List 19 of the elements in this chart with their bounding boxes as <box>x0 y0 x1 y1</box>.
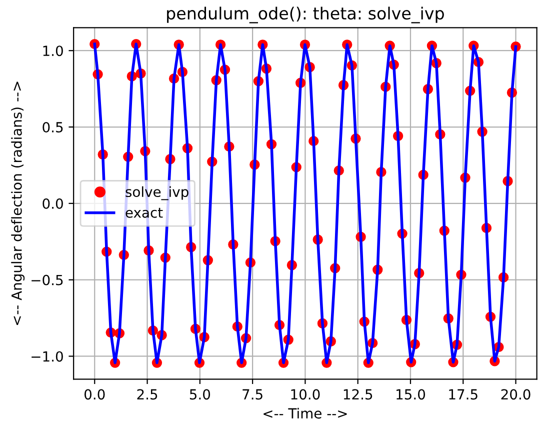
y-axis-title: <-- Angular deflection (radians) --> <box>11 82 25 326</box>
x-tick-label: 17.5 <box>449 389 478 400</box>
legend-label: exact <box>126 208 163 218</box>
x-tick-label: 15.0 <box>396 389 426 400</box>
x-tick-label: 10.0 <box>291 389 320 400</box>
y-tick-label: 0.0 <box>42 198 63 209</box>
x-axis-title: <-- Time --> <box>264 408 347 419</box>
x-tick-label: 20.0 <box>501 389 530 400</box>
y-tick-label: −1.0 <box>32 351 63 362</box>
x-tick-label: 12.5 <box>344 389 372 400</box>
y-tick-label: −0.5 <box>32 274 63 286</box>
x-tick-label: 0.0 <box>84 389 105 400</box>
x-tick-label: 5.0 <box>190 389 210 400</box>
chart-title: pendulum_ode(): theta: solve_ivp <box>167 6 444 24</box>
legend-label: solve_ivp <box>126 186 188 200</box>
y-tick-label: 1.0 <box>43 46 63 56</box>
y-tick-label: 0.5 <box>42 122 63 132</box>
x-tick-label: 2.5 <box>137 389 158 400</box>
x-tick-label: 7.5 <box>242 389 262 400</box>
